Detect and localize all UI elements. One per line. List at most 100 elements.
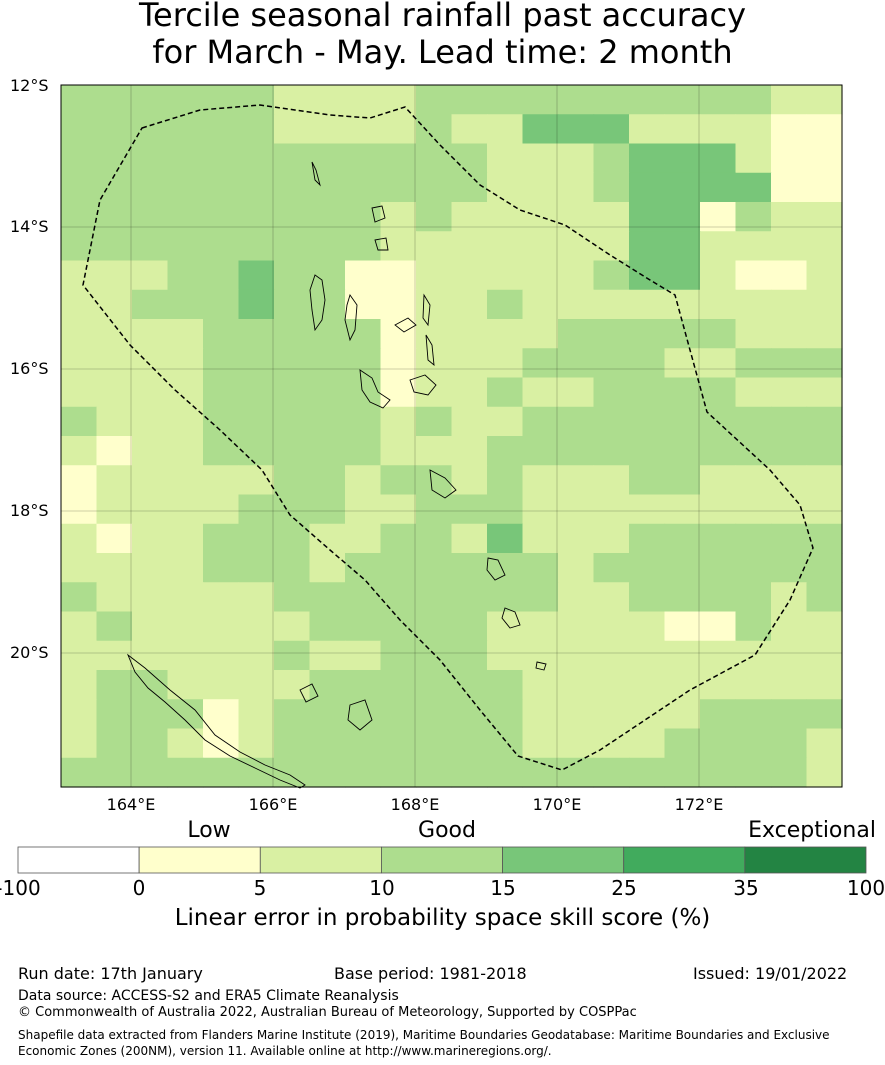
grid-cell [416, 728, 453, 759]
grid-cell [593, 728, 630, 759]
grid-cell [700, 494, 737, 525]
grid-cell [61, 553, 98, 583]
grid-cell [274, 260, 311, 291]
grid-cell [203, 640, 240, 671]
grid-cell [664, 260, 701, 291]
grid-cell [771, 728, 808, 759]
grid-cell [274, 523, 311, 554]
grid-cell [806, 114, 843, 145]
grid-cell [593, 348, 630, 379]
grid-cell [735, 114, 772, 145]
grid-cell [167, 465, 204, 496]
grid-cell [522, 319, 559, 349]
grid-cell [593, 465, 630, 496]
grid-cell [167, 582, 204, 613]
grid-cell [238, 494, 275, 525]
grid-cell [96, 436, 133, 466]
grid-cell [700, 523, 737, 554]
grid-cell [771, 699, 808, 730]
grid-cell [96, 85, 133, 115]
grid-cell [735, 611, 772, 642]
grid-cell [96, 377, 133, 408]
grid-cell [238, 611, 275, 642]
grid-cell [700, 699, 737, 730]
grid-cell [416, 436, 453, 466]
grid-cell [806, 319, 843, 349]
grid-cell [61, 699, 98, 730]
grid-cell [735, 465, 772, 496]
grid-cell [61, 757, 98, 788]
grid-cell [451, 553, 488, 583]
grid-cell [380, 172, 417, 203]
grid-cell [487, 699, 524, 730]
grid-cell [522, 406, 559, 437]
grid-cell [806, 406, 843, 437]
grid-cell [806, 465, 843, 496]
colorbar-swatch [381, 846, 503, 874]
grid-cell [203, 319, 240, 349]
grid-cell [522, 494, 559, 525]
grid-cell [522, 699, 559, 730]
grid-cell [487, 494, 524, 525]
grid-cell [558, 640, 595, 671]
grid-cell [629, 757, 666, 788]
lat-label-14s: 14°S [10, 217, 49, 236]
grid-cell [203, 85, 240, 115]
grid-cell [132, 523, 169, 554]
grid-cell [309, 289, 346, 320]
shapefile-credit-line2: Economic Zones (200NM), version 11. Avai… [18, 1044, 552, 1058]
grid-cell [203, 494, 240, 525]
grid-cell [416, 319, 453, 349]
grid-cell [274, 202, 311, 232]
island-matthew [535, 661, 547, 671]
grid-cell [132, 172, 169, 203]
grid-cell [238, 143, 275, 174]
grid-cell [380, 494, 417, 525]
grid-cell [487, 231, 524, 262]
grid-cell [629, 348, 666, 379]
island-torres [311, 161, 321, 187]
grid-cell [522, 289, 559, 320]
grid-cell [203, 670, 240, 700]
copyright: © Commonwealth of Australia 2022, Austra… [18, 1005, 637, 1020]
grid-cell [806, 231, 843, 262]
grid-cell [203, 523, 240, 554]
grid-cell [61, 436, 98, 466]
grid-cell [345, 406, 382, 437]
grid-cell [380, 260, 417, 291]
grid-cell [771, 465, 808, 496]
grid-cell [558, 494, 595, 525]
grid-cell [61, 231, 98, 262]
grid-cell [309, 436, 346, 466]
grid-cell [345, 640, 382, 671]
grid-cell [629, 640, 666, 671]
grid-cell [274, 406, 311, 437]
grid-cell [664, 231, 701, 262]
map-title-line1: Tercile seasonal rainfall past accuracy [138, 0, 747, 34]
issued-date: Issued: 19/01/2022 [693, 964, 848, 983]
grid-cell [487, 143, 524, 174]
grid-cell [487, 670, 524, 700]
grid-cell [380, 231, 417, 262]
grid-cell [806, 143, 843, 174]
grid-cell [380, 202, 417, 232]
grid-cell [664, 582, 701, 613]
grid-cell [61, 406, 98, 437]
grid-cell [416, 377, 453, 408]
grid-cell [61, 640, 98, 671]
grid-cell [167, 202, 204, 232]
colorbar-swatch [259, 846, 382, 874]
grid-cell [593, 202, 630, 232]
grid-cell [203, 757, 240, 788]
grid-cell [735, 670, 772, 700]
grid-cell [487, 553, 524, 583]
grid-cell [487, 202, 524, 232]
colorbar-swatch [17, 846, 140, 874]
grid-cell [735, 289, 772, 320]
grid-cell [167, 289, 204, 320]
island-banks [371, 205, 386, 223]
grid-cell [522, 231, 559, 262]
grid-cell [735, 319, 772, 349]
grid-cell [806, 582, 843, 613]
grid-cell [522, 260, 559, 291]
